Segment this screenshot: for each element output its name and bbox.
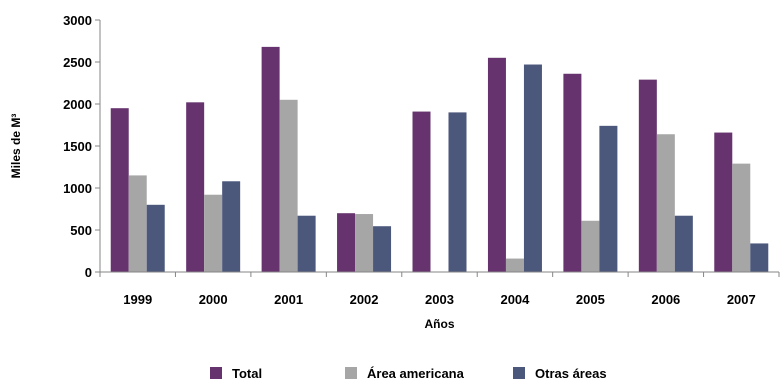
x-tick-label: 2007 [727, 292, 756, 307]
x-tick-label: 2006 [651, 292, 680, 307]
bar-otras-reas-1999 [146, 204, 165, 272]
legend-label: Área americana [367, 366, 465, 381]
bar-otras-reas-2000 [222, 181, 241, 272]
y-tick-label: 500 [70, 223, 92, 238]
bar--rea-americana-2007 [732, 163, 751, 272]
y-tick-label: 2500 [63, 55, 92, 70]
bar-otras-reas-2004 [523, 64, 542, 273]
bar--rea-americana-1999 [128, 175, 147, 272]
y-tick-label: 3000 [63, 13, 92, 28]
bar-otras-reas-2005 [599, 125, 618, 272]
x-tick-label: 1999 [123, 292, 152, 307]
x-tick-label: 2005 [576, 292, 605, 307]
bar--rea-americana-2006 [656, 134, 675, 272]
bar-total-1999 [110, 108, 129, 272]
bar-otras-reas-2001 [297, 215, 316, 272]
bar-total-2006 [638, 79, 657, 272]
bar-total-2003 [412, 111, 431, 272]
bar--rea-americana-2002 [355, 214, 374, 272]
x-tick-label: 2000 [199, 292, 228, 307]
x-tick-label: 2003 [425, 292, 454, 307]
legend-swatch [513, 367, 525, 379]
bar--rea-americana-2001 [279, 99, 298, 272]
bar--rea-americana-2005 [581, 220, 600, 272]
y-tick-label: 1500 [63, 139, 92, 154]
bar-otras-reas-2006 [674, 215, 693, 272]
legend-swatch [345, 367, 357, 379]
legend-label: Total [232, 366, 262, 381]
bar-otras-reas-2002 [373, 226, 392, 272]
bar-total-2004 [487, 57, 506, 272]
x-tick-label: 2002 [350, 292, 379, 307]
x-tick-label: 2001 [274, 292, 303, 307]
legend-swatch [210, 367, 222, 379]
bar-otras-reas-2007 [750, 243, 769, 272]
y-tick-label: 0 [85, 265, 92, 280]
x-tick-label: 2004 [500, 292, 530, 307]
legend-label: Otras áreas [535, 366, 607, 381]
y-axis-title: Miles de M³ [9, 114, 23, 179]
x-axis-title: Años [425, 317, 455, 331]
y-tick-label: 2000 [63, 97, 92, 112]
legend: Total Área americana Otras áreas [210, 366, 607, 381]
bar--rea-americana-2004 [505, 258, 524, 272]
bar-total-2000 [186, 102, 205, 272]
axes-layer: 0 500 1000 1500 2000 2500 3000 1999 2000 2001 2002… [63, 13, 780, 307]
y-tick-label: 1000 [63, 181, 92, 196]
bar--rea-americana-2000 [204, 194, 223, 272]
bar-total-2007 [714, 132, 733, 272]
bar-otras-reas-2003 [448, 112, 467, 273]
bars-layer [110, 46, 769, 273]
bar-total-2002 [337, 213, 356, 272]
bar-total-2005 [563, 73, 582, 272]
bar-total-2001 [261, 46, 280, 272]
